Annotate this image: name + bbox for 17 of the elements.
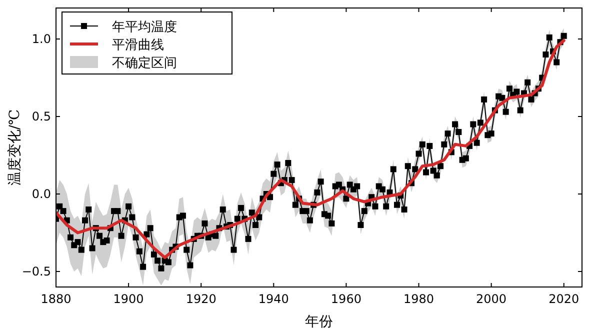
x-tick-label: 1880: [40, 292, 72, 306]
x-tick-label: 1940: [258, 292, 289, 306]
legend-label: 年平均温度: [112, 19, 177, 35]
y-tick-label: 0.5: [32, 110, 51, 124]
y-tick-label: −0.5: [22, 264, 51, 278]
x-tick-label: 1900: [113, 292, 144, 306]
x-axis-title: 年份: [305, 314, 333, 330]
x-tick-label: 1920: [186, 292, 216, 306]
y-axis-title: 温度变化/℃: [7, 109, 23, 186]
y-tick-label: 1.0: [32, 32, 51, 46]
x-tick-label: 2020: [548, 292, 580, 306]
y-tick-label: 0.0: [32, 187, 51, 201]
annotation: 不确定区间: [112, 56, 177, 71]
x-tick-label: 2000: [476, 292, 507, 306]
legend-label: 平滑曲线: [112, 38, 164, 53]
x-tick-label: 1960: [330, 292, 362, 306]
x-tick-label: 1980: [403, 292, 434, 306]
